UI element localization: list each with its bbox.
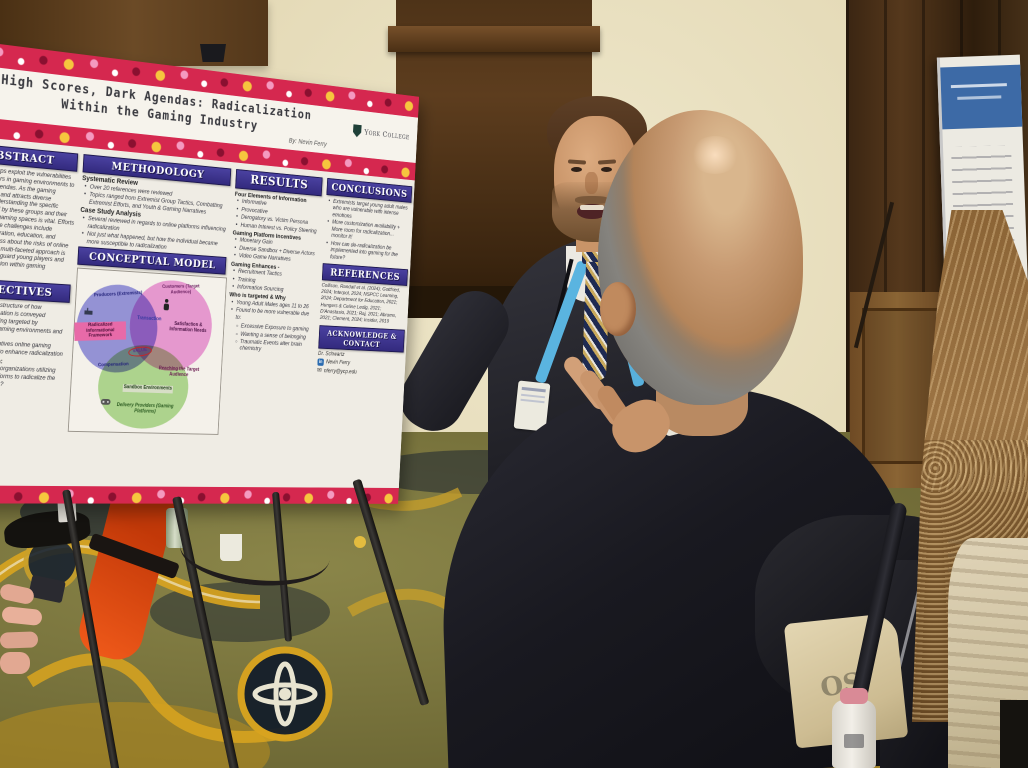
poster-column-2: METHODOLOGY Systematic Review Over 20 re… bbox=[65, 154, 232, 480]
listener-head-shine bbox=[690, 136, 740, 174]
presenter-mustache bbox=[575, 196, 609, 204]
woman-cardigan bbox=[948, 538, 1028, 768]
venn-label-radicalized-framework: Radicalized Informational Framework bbox=[74, 321, 127, 341]
college-logo-text: York College bbox=[364, 127, 410, 141]
venn-label-reaching: Reaching the Target Audience bbox=[158, 365, 200, 378]
abstract-body: Extremist groups exploit the vulnerabili… bbox=[0, 164, 75, 271]
poster-content: ABSTRACT Extremist groups exploit the vu… bbox=[0, 134, 415, 488]
contact-email: nferry@ycp.edu bbox=[323, 368, 357, 376]
hand-thumb bbox=[0, 652, 30, 674]
venn-diagram: Producers (Extremists) Radicalized Infor… bbox=[67, 267, 227, 435]
references-header: REFERENCES bbox=[321, 263, 408, 286]
overall-question: Why are extremist organizations utilizin… bbox=[0, 363, 56, 388]
college-shield-icon bbox=[353, 124, 362, 137]
presenter-eye-left bbox=[571, 167, 582, 172]
presenter-teeth bbox=[580, 205, 604, 210]
contact-header: ACKNOWLEDGE & CONTACT bbox=[318, 325, 405, 353]
poster-column-1: ABSTRACT Extremist groups exploit the vu… bbox=[0, 142, 79, 479]
hand-finger bbox=[0, 631, 39, 649]
background-poster-header bbox=[940, 64, 1023, 130]
water-bottle bbox=[832, 688, 876, 768]
references-body: Collison, Randall et al. (2024); Gottfri… bbox=[319, 282, 401, 325]
objectives-header: OBJECTIVES bbox=[0, 277, 71, 303]
game-controller-icon bbox=[100, 398, 111, 405]
poster-border-bottom bbox=[0, 485, 399, 504]
presenter-nose bbox=[585, 172, 598, 194]
paper-cup bbox=[220, 534, 242, 561]
presenter-eye-right bbox=[601, 167, 612, 172]
college-logo: York College bbox=[353, 124, 410, 143]
bottle-cap bbox=[840, 688, 868, 704]
venn-label-customers: Customers (Target Audience) bbox=[162, 283, 200, 295]
contact-email-row: ✉ nferry@ycp.edu bbox=[317, 368, 403, 378]
bottle-label-mark bbox=[844, 734, 864, 748]
research-poster: High Scores, Dark Agendas: Radicalizatio… bbox=[0, 39, 420, 504]
listener-ear bbox=[600, 282, 636, 336]
email-icon: ✉ bbox=[316, 367, 322, 375]
poster-column-3: RESULTS Four Elements of Information Inf… bbox=[219, 169, 323, 481]
dark-clothing-sliver bbox=[1000, 700, 1028, 768]
venn-label-satisfaction: Satisfaction & Information Needs bbox=[169, 321, 207, 334]
cabinet-crown-molding bbox=[388, 26, 600, 52]
results-subitem: Traumatic Events alter brain chemistry bbox=[239, 338, 313, 355]
venn-label-delivery: Delivery Providers (Gaming Platforms) bbox=[116, 402, 174, 415]
abstract-header: ABSTRACT bbox=[0, 142, 79, 172]
contact-linkedin: Nevin Ferry bbox=[325, 360, 351, 367]
linkedin-icon: in bbox=[317, 358, 324, 367]
binder-clip bbox=[200, 44, 226, 62]
person-icon bbox=[163, 298, 170, 311]
poster-column-4: CONCLUSIONS Extremists target young adul… bbox=[311, 177, 413, 482]
